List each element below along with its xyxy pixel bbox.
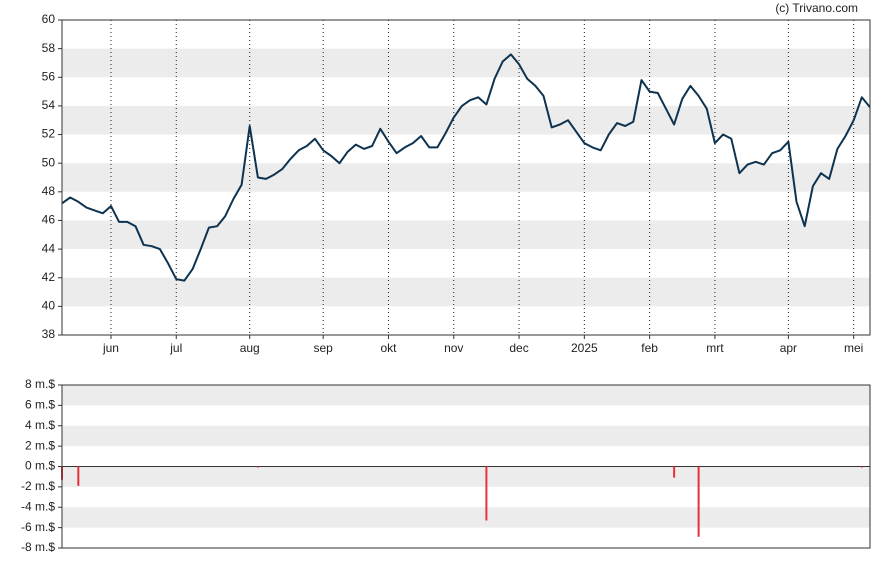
- y-tick-label: 58: [42, 41, 56, 55]
- x-tick-label: feb: [641, 341, 658, 355]
- grid-band: [62, 507, 870, 528]
- grid-band: [62, 105, 870, 135]
- y-tick-label: 60: [42, 12, 56, 26]
- bar: [77, 466, 80, 486]
- price-line: [61, 53, 871, 282]
- y-tick-label: 50: [42, 155, 56, 169]
- y-tick-label: 52: [42, 127, 56, 141]
- grid-band: [62, 385, 870, 406]
- y-tick-label: -4 m.$: [21, 499, 55, 513]
- plot-frame: [61, 19, 871, 336]
- y-tick-label: 48: [42, 184, 56, 198]
- y-tick-label: -6 m.$: [21, 520, 55, 534]
- bar: [860, 466, 863, 468]
- y-tick-label: 8 m.$: [25, 377, 55, 391]
- y-tick-label: 40: [42, 299, 56, 313]
- y-tick-label: 2 m.$: [25, 438, 55, 452]
- x-tick-label: jul: [169, 341, 182, 355]
- y-tick-label: 44: [42, 241, 56, 255]
- x-tick-label: apr: [780, 341, 797, 355]
- bar: [256, 466, 259, 468]
- grid-band: [62, 220, 870, 250]
- y-tick-label: 0 m.$: [25, 459, 55, 473]
- bar: [673, 466, 676, 478]
- x-tick-label: nov: [444, 341, 463, 355]
- bar: [697, 466, 700, 537]
- grid-band: [62, 466, 870, 487]
- y-tick-label: 46: [42, 213, 56, 227]
- x-tick-label: aug: [240, 341, 260, 355]
- x-tick-label: mei: [844, 341, 863, 355]
- grid-band: [62, 48, 870, 78]
- y-tick-label: 4 m.$: [25, 418, 55, 432]
- grid-band: [62, 425, 870, 447]
- x-tick-label: dec: [509, 341, 528, 355]
- x-tick-label: okt: [380, 341, 397, 355]
- y-tick-label: -8 m.$: [21, 540, 55, 554]
- y-tick-label: 6 m.$: [25, 398, 55, 412]
- copyright: (c) Trivano.com: [775, 1, 858, 15]
- y-tick-label: 54: [42, 98, 56, 112]
- x-tick-label: jun: [102, 341, 119, 355]
- grid-band: [62, 277, 870, 307]
- y-tick-label: 56: [42, 69, 56, 83]
- grid-band: [62, 163, 870, 192]
- plot-frame: [61, 384, 871, 549]
- x-tick-label: 2025: [571, 341, 598, 355]
- x-tick-label: mrt: [706, 341, 724, 355]
- y-tick-label: 38: [42, 327, 56, 341]
- x-tick-label: sep: [313, 341, 333, 355]
- bar: [485, 466, 488, 521]
- y-tick-label: 42: [42, 270, 56, 284]
- y-tick-label: -2 m.$: [21, 479, 55, 493]
